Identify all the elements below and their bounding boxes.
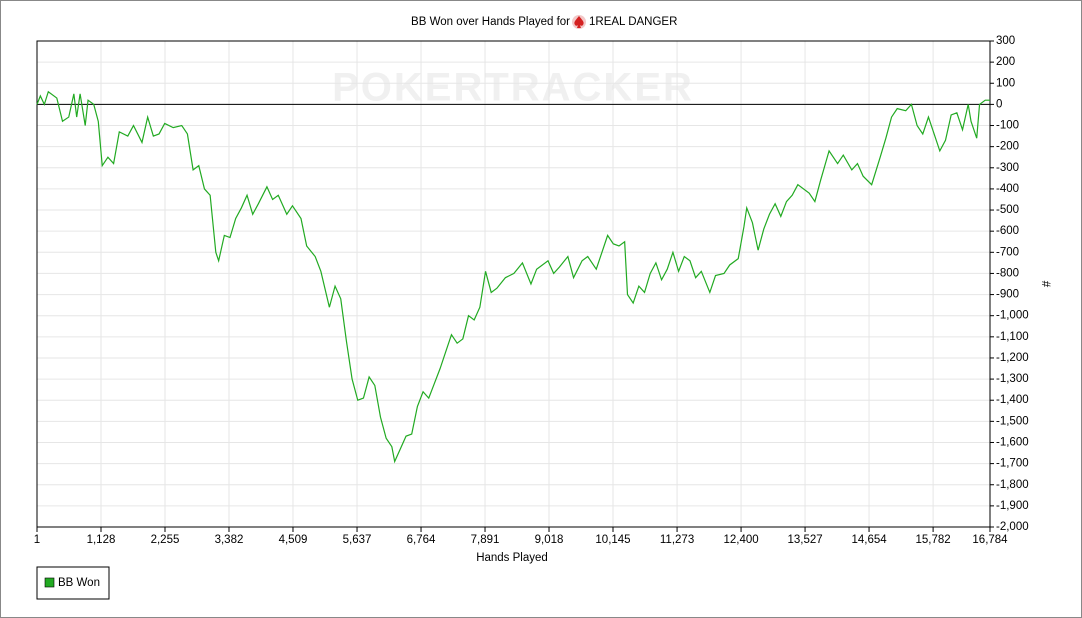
y-tick-label: -1,500 [996, 415, 1029, 427]
y-tick-label: -2,000 [996, 521, 1029, 533]
x-tick-label: 9,018 [535, 534, 564, 546]
y-tick-label: -1,700 [996, 458, 1029, 470]
y-tick-label: -1,600 [996, 437, 1029, 449]
y-tick-label: 200 [996, 56, 1015, 68]
y-tick-label: -500 [996, 204, 1019, 216]
legend-swatch [44, 577, 55, 588]
y-tick-label: 0 [996, 98, 1002, 110]
y-tick-label: -400 [996, 183, 1019, 195]
plot-border [36, 40, 991, 528]
x-axis-label: Hands Played [476, 552, 548, 564]
player-name: 1REAL DANGER [589, 16, 677, 28]
x-tick-label: 7,891 [471, 534, 500, 546]
x-tick-label: 2,255 [151, 534, 180, 546]
y-tick-label: -1,000 [996, 310, 1029, 322]
y-tick-label: -1,400 [996, 394, 1029, 406]
data-line [36, 90, 990, 464]
y-axis-label: # [1039, 281, 1051, 288]
x-tick-label: 1,128 [87, 534, 116, 546]
x-tick-label: 16,784 [972, 534, 1008, 546]
y-tick-label: -800 [996, 267, 1019, 279]
legend: BB Won [36, 566, 110, 600]
y-tick-label: -1,300 [996, 373, 1029, 385]
y-tick-label: -1,800 [996, 479, 1029, 491]
y-tick-label: -1,200 [996, 352, 1029, 364]
x-tick-label: 4,509 [279, 534, 308, 546]
legend-label: BB Won [58, 577, 100, 589]
y-tick-label: -700 [996, 246, 1019, 258]
x-tick-label: 11,273 [660, 534, 694, 546]
x-tick-label: 13,527 [787, 534, 822, 546]
chart-title: BB Won over Hands Played for [411, 16, 570, 28]
spade-icon [572, 15, 586, 29]
x-tick-label: 10,145 [595, 534, 630, 546]
plot-area [37, 41, 990, 527]
x-tick-label: 14,654 [851, 534, 887, 546]
watermark: POKERTRACKER [332, 66, 694, 110]
y-tick-label: -1,100 [996, 331, 1029, 343]
y-tick-label: -1,900 [996, 500, 1029, 512]
y-tick-label: -600 [996, 225, 1019, 237]
x-tick-label: 1 [34, 534, 40, 546]
x-tick-label: 6,764 [407, 534, 436, 546]
x-tick-label: 15,782 [916, 534, 951, 546]
x-tick-label: 12,400 [723, 534, 758, 546]
x-tick-label: 3,382 [215, 534, 244, 546]
x-tick-label: 5,637 [343, 534, 372, 546]
y-tick-label: 100 [996, 77, 1015, 89]
y-tick-label: -100 [996, 120, 1019, 132]
y-tick-label: -300 [996, 162, 1019, 174]
y-tick-label: 300 [996, 35, 1015, 47]
y-tick-label: -200 [996, 141, 1019, 153]
y-tick-label: -900 [996, 289, 1019, 301]
